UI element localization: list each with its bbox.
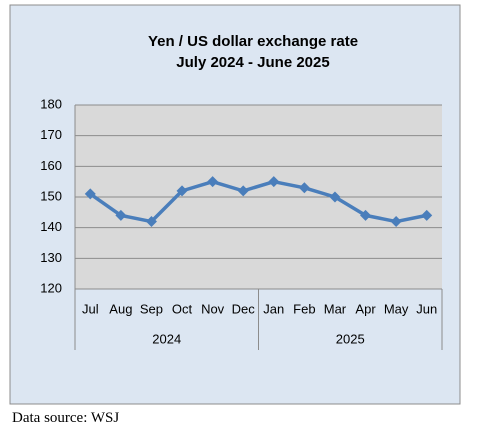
chart: Yen / US dollar exchange rate July 2024 …	[9, 4, 461, 405]
data-point	[298, 182, 310, 194]
x-tick-label: Dec	[232, 301, 256, 316]
data-point	[207, 176, 219, 188]
data-point	[390, 216, 402, 228]
x-tick-label: May	[384, 301, 409, 316]
x-group-label: 2024	[152, 331, 181, 346]
chart-title: Yen / US dollar exchange rate	[148, 33, 358, 50]
data-point	[329, 191, 341, 203]
chart-subtitle: July 2024 - June 2025	[176, 54, 329, 71]
y-tick-label: 140	[40, 219, 62, 234]
x-group-label: 2025	[336, 331, 365, 346]
data-point	[237, 185, 249, 197]
y-tick-label: 120	[40, 280, 62, 295]
y-tick-label: 170	[40, 127, 62, 142]
x-tick-label: Feb	[293, 301, 315, 316]
y-tick-label: 150	[40, 188, 62, 203]
data-point	[115, 209, 127, 221]
data-line	[89, 179, 428, 224]
source-note: Data source: WSJ	[12, 410, 120, 426]
data-point	[360, 209, 372, 221]
x-tick-label: Jun	[416, 301, 437, 316]
data-point	[421, 209, 433, 221]
y-tick-label: 180	[40, 96, 62, 111]
x-tick-label: Jul	[82, 301, 99, 316]
data-point	[145, 216, 157, 228]
x-tick-label: Apr	[355, 301, 376, 316]
x-tick-label: Sep	[140, 301, 163, 316]
x-tick-label: Mar	[324, 301, 347, 316]
data-point	[84, 188, 96, 200]
y-tick-label: 130	[40, 250, 62, 265]
data-point	[268, 176, 280, 188]
x-tick-label: Nov	[201, 301, 225, 316]
y-tick-label: 160	[40, 158, 62, 173]
x-tick-label: Aug	[109, 301, 132, 316]
x-tick-label: Jan	[263, 301, 284, 316]
data-point	[176, 185, 188, 197]
x-tick-label: Oct	[172, 301, 193, 316]
